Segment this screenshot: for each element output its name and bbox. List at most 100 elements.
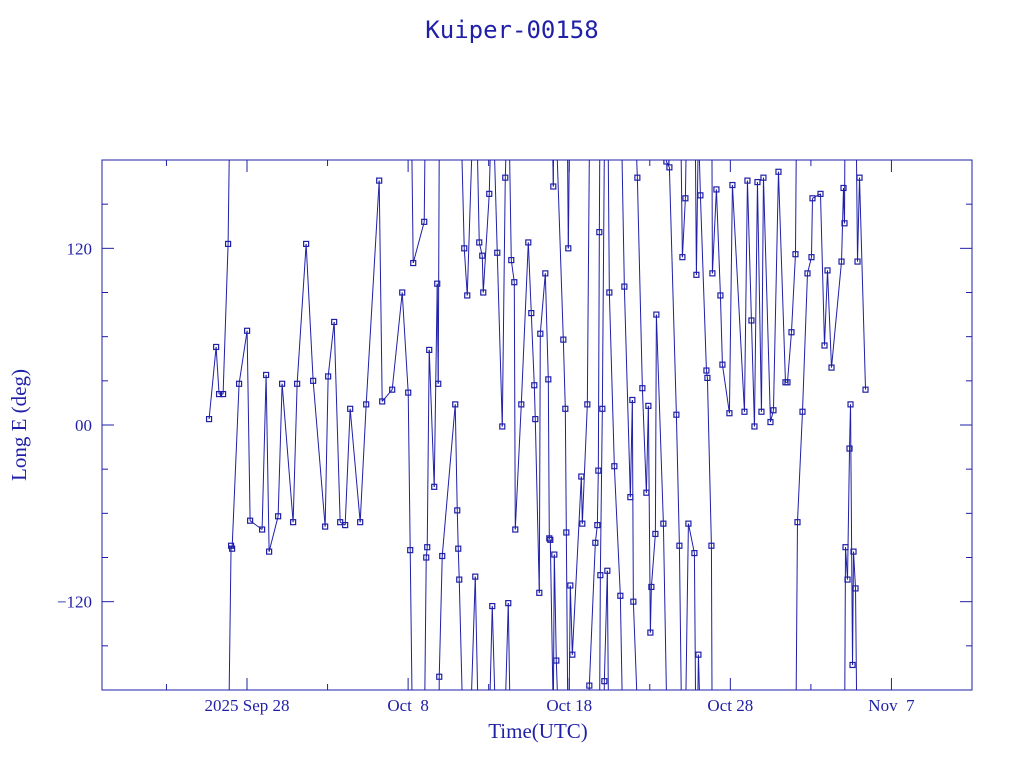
data-point (322, 523, 329, 530)
series-line-segment (441, 404, 456, 557)
series-line-segment (668, 167, 677, 415)
series-line-segment (312, 380, 326, 527)
series-line-segment (697, 654, 700, 690)
data-point (531, 382, 538, 389)
y-tick-label: 00 (75, 416, 92, 435)
series-line-segment (699, 195, 707, 371)
data-point (630, 598, 637, 605)
series-line-segment (655, 314, 664, 524)
data-point (824, 267, 831, 274)
data-point (586, 682, 593, 689)
y-axis-label: Long E (deg) (7, 369, 31, 481)
series-line-segment (850, 404, 854, 665)
data-point (770, 407, 777, 414)
series-line-segment (569, 585, 573, 655)
data-point (219, 390, 227, 398)
data-point (597, 572, 604, 579)
data-point (758, 408, 765, 415)
series-line-segment (549, 539, 554, 690)
series-line-segment (412, 221, 425, 264)
series-line-segment (246, 330, 251, 521)
series-line-segment (425, 547, 428, 558)
series-line-segment (857, 177, 861, 262)
data-point (596, 229, 603, 236)
data-point (494, 249, 501, 256)
series-line-segment (391, 292, 403, 390)
data-point (537, 330, 544, 337)
data-point (275, 513, 282, 520)
series-line-segment (650, 533, 656, 587)
data-point (235, 380, 243, 387)
series-line-segment (824, 270, 829, 346)
series-line-segment (728, 185, 733, 414)
series-line-segment (606, 570, 609, 690)
series-line-segment (510, 260, 515, 283)
series-line-segment (847, 448, 851, 580)
series-line-segment (586, 160, 590, 405)
data-point (565, 245, 572, 252)
series-line-segment (693, 553, 696, 690)
series-line-segment (228, 545, 232, 690)
data-point (455, 545, 462, 552)
x-tick-labels: 2025 Sep 28 Oct 8 Oct 18 Oct 28 Nov 7 (205, 696, 916, 715)
data-point (792, 251, 799, 258)
data-point (844, 576, 851, 583)
data-point (775, 168, 782, 175)
data-point (505, 600, 512, 607)
data-point (424, 544, 431, 551)
data-point (693, 271, 700, 278)
series-line-segment (261, 374, 267, 530)
data-point (578, 473, 585, 480)
data-point (266, 548, 273, 555)
series-line-segment (731, 185, 745, 412)
data-point (434, 280, 441, 287)
data-point (347, 405, 354, 412)
data-point (852, 585, 859, 592)
data-point (856, 174, 863, 181)
series-line-segment (507, 603, 511, 690)
data-point (528, 310, 535, 317)
series-line-segment (705, 370, 708, 378)
data-point (502, 174, 509, 181)
data-point (294, 380, 301, 387)
series-line-segment (684, 160, 687, 199)
series-line-segment (786, 332, 792, 383)
data-point (645, 402, 652, 409)
series-line-segment (711, 189, 717, 274)
series-lines (208, 160, 867, 690)
data-point (244, 327, 251, 334)
series-line-segment (409, 550, 413, 690)
series-line-segment (491, 606, 496, 690)
data-point (399, 289, 406, 296)
series-line-segment (474, 576, 479, 690)
data-point (754, 178, 761, 186)
series-line-segment (424, 557, 427, 690)
data-point (550, 183, 557, 190)
series-line-segment (721, 364, 730, 414)
data-point (601, 678, 608, 685)
data-point (840, 184, 847, 192)
x-tick-label: Oct 28 (707, 696, 753, 715)
series-line-segment (513, 282, 516, 530)
series-line-segment (623, 286, 631, 498)
data-point (660, 520, 667, 527)
series-line-segment (249, 520, 263, 530)
series-line-segment (565, 532, 569, 690)
data-point (456, 576, 463, 583)
series-line-segment (471, 576, 476, 690)
data-point (679, 254, 686, 261)
data-point (708, 542, 715, 549)
series-line-segment (482, 193, 490, 293)
series-line-segment (810, 198, 813, 258)
series-line-segment (496, 252, 503, 427)
series-line-segment (852, 551, 855, 665)
series-line-segment (426, 349, 430, 548)
series-line-segment (481, 255, 484, 293)
data-point (611, 463, 618, 470)
data-point (862, 386, 869, 393)
series-line-segment (564, 408, 567, 533)
series-line-segment (777, 171, 786, 383)
series-line-segment (530, 313, 535, 386)
x-axis-label: Time(UTC) (488, 719, 588, 743)
data-point (546, 535, 553, 542)
